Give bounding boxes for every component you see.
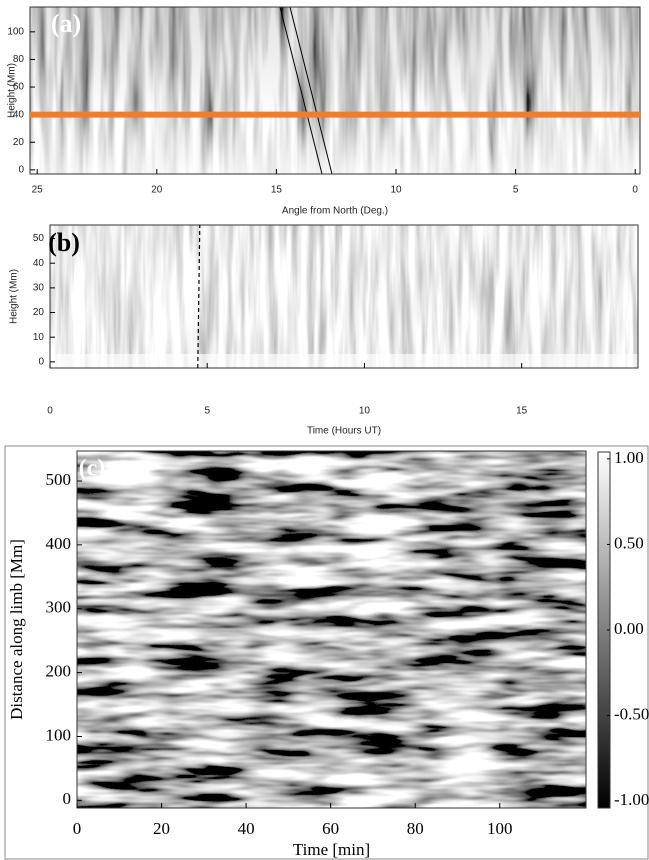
x-tick-label: 20: [153, 819, 170, 838]
y-tick-label: 500: [46, 470, 72, 489]
x-tick-label: 100: [487, 819, 513, 838]
y-tick-label: 10: [33, 332, 45, 343]
colorbar-label: 0.00: [614, 619, 644, 638]
x-axis-label: Time (Hours UT): [307, 426, 381, 437]
y-tick-label: 0: [38, 356, 44, 367]
y-tick-label: 100: [46, 725, 72, 744]
y-tick-label: 60: [13, 82, 25, 93]
y-tick-label: 0: [63, 789, 72, 808]
x-axis-label: Time [min]: [293, 840, 370, 859]
x-tick-label: 40: [238, 819, 255, 838]
y-tick-label: 400: [46, 534, 72, 553]
plot-frame: [29, 6, 641, 175]
reference-line: [197, 224, 201, 369]
y-tick-label: 40: [33, 258, 45, 269]
x-tick-label: 20: [151, 185, 163, 196]
y-tick-label: 300: [46, 598, 72, 617]
x-tick-label: 5: [513, 185, 519, 196]
plot-frame: [49, 224, 639, 369]
x-tick-label: 5: [204, 406, 210, 417]
x-tick-label: 0: [73, 819, 82, 838]
colorbar-label: 1.00: [614, 448, 644, 467]
colorbar-label: -1.00: [614, 790, 649, 809]
y-tick-label: 30: [33, 283, 45, 294]
y-tick-label: 80: [13, 54, 25, 65]
x-tick-label: 0: [47, 406, 53, 417]
y-tick-label: 100: [7, 26, 24, 37]
slit-line: [289, 6, 333, 175]
x-tick-label: 60: [322, 819, 339, 838]
x-tick-label: 80: [407, 819, 424, 838]
y-axis-label: Height (Mm): [9, 269, 20, 324]
panel-label: (b): [48, 228, 80, 257]
panel-label: (c): [79, 456, 106, 482]
y-tick-label: 20: [33, 307, 45, 318]
panel-label: (a): [51, 9, 81, 38]
x-axis-label: Angle from North (Deg.): [282, 206, 388, 217]
colorbar-label: -0.50: [614, 704, 649, 723]
x-tick-label: 0: [632, 185, 638, 196]
plot-frame: [76, 450, 587, 809]
x-tick-label: 10: [390, 185, 402, 196]
slit-line: [279, 6, 323, 175]
image-texture: [77, 451, 586, 808]
y-axis-label: Distance along limb [Mm]: [7, 539, 26, 720]
y-tick-label: 20: [13, 137, 25, 148]
panel-frame: [4, 445, 649, 860]
y-tick-label: 50: [33, 233, 45, 244]
x-tick-label: 15: [516, 406, 528, 417]
x-tick-label: 10: [359, 406, 371, 417]
limb-glow: [30, 7, 640, 174]
colorbar-label: 0.50: [614, 533, 644, 552]
y-axis-label: Height (Mm): [7, 63, 18, 118]
x-tick-label: 15: [271, 185, 283, 196]
y-tick-label: 40: [13, 109, 25, 120]
image-texture: [50, 225, 638, 368]
limb-band: [50, 354, 638, 368]
x-tick-label: 25: [32, 185, 44, 196]
y-tick-label: 0: [18, 165, 24, 176]
y-tick-label: 200: [46, 662, 72, 681]
